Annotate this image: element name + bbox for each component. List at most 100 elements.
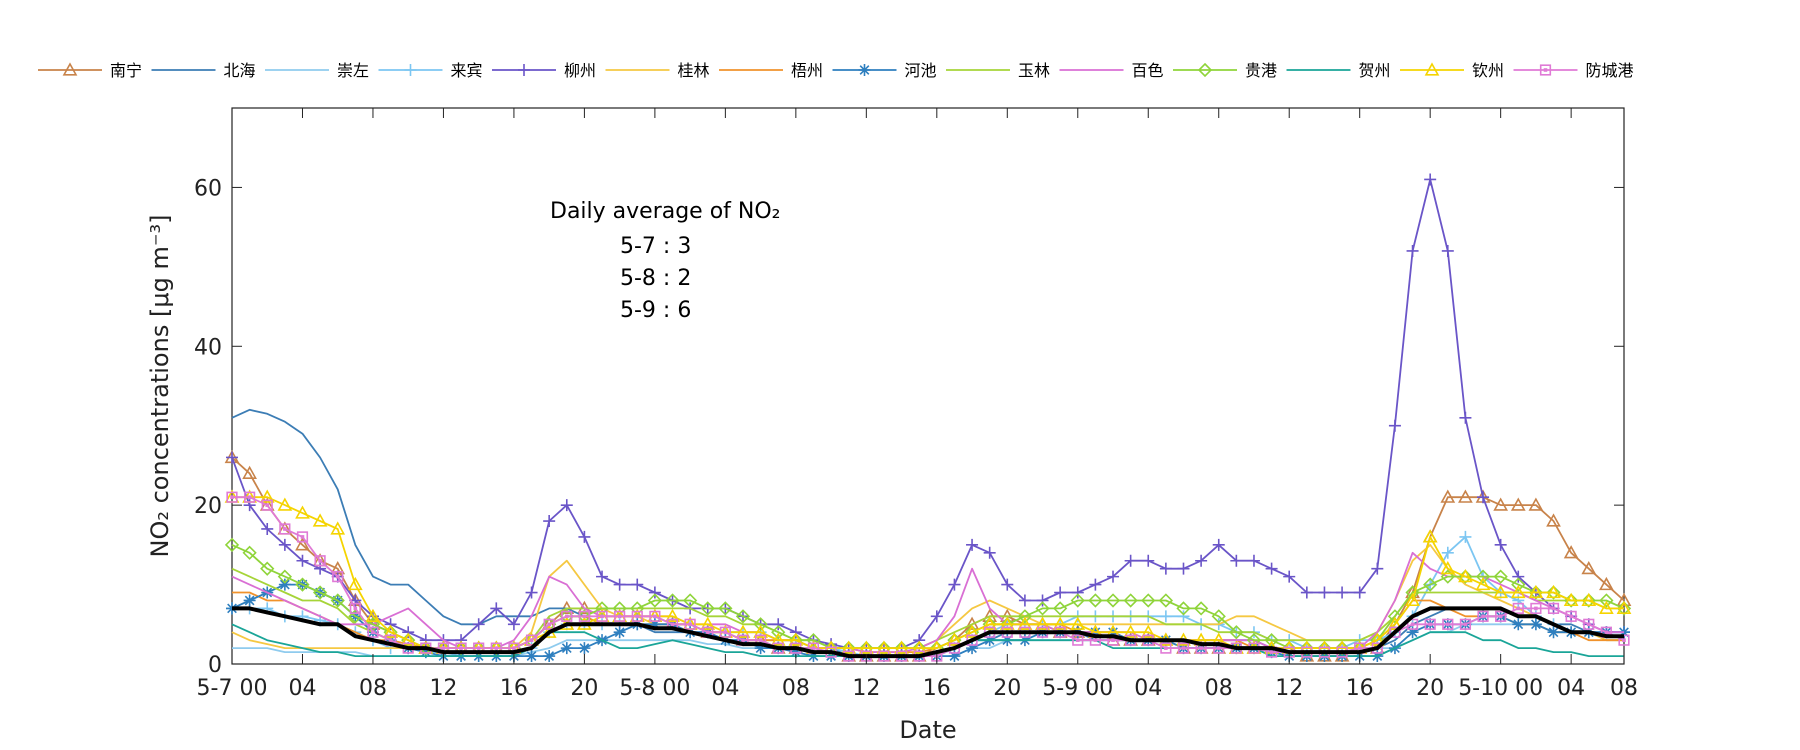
- triangle-marker: [259, 489, 275, 503]
- diamond-marker: [1616, 601, 1632, 616]
- legend-item: 河池: [832, 61, 937, 80]
- square-marker: [244, 491, 256, 503]
- axes: 0 20 40 60 5-7 00 04 08 12 16 20 5-8 00 04 08 12 16 20 5…: [194, 108, 1638, 701]
- diamond-marker: [224, 537, 240, 552]
- triangle-marker: [894, 640, 909, 654]
- diamond-marker: [1211, 609, 1226, 624]
- triangle-marker: [365, 608, 381, 622]
- plus-marker: [631, 578, 644, 591]
- diamond-marker: [665, 593, 680, 608]
- plus-marker: [472, 618, 485, 631]
- triangle-marker: [242, 465, 257, 479]
- triangle-marker: [1528, 584, 1544, 599]
- square-marker: [1177, 642, 1190, 654]
- x-tick-label: 08: [1205, 676, 1233, 701]
- diamond-marker: [1317, 640, 1332, 656]
- triangle-marker: [876, 640, 892, 654]
- triangle-marker: [1405, 592, 1420, 607]
- plus-marker: [1071, 586, 1084, 599]
- triangle-marker: [1581, 592, 1597, 607]
- square-marker: [596, 610, 608, 622]
- diamond-marker: [383, 625, 398, 640]
- diamond-marker: [1511, 577, 1526, 592]
- annotation-title: Daily average of NO₂: [550, 199, 781, 224]
- legend-item: 防城港: [1513, 61, 1634, 80]
- square-marker: [332, 571, 344, 583]
- triangle-marker: [277, 497, 293, 511]
- plot-area: [231, 107, 1625, 665]
- diamond-marker: [1599, 593, 1614, 608]
- legend-item: 桂林: [605, 61, 710, 80]
- square-marker: [543, 618, 555, 630]
- plus-marker: [402, 626, 415, 639]
- square-marker: [631, 610, 643, 622]
- plus-marker: [1001, 578, 1014, 591]
- asterisk-marker: [543, 650, 556, 663]
- triangle-marker: [330, 521, 346, 535]
- triangle-marker: [62, 62, 78, 76]
- plus-marker: [1494, 538, 1507, 551]
- triangle-marker: [1440, 561, 1456, 575]
- legend-label: 贺州: [1359, 61, 1391, 80]
- plus-marker: [1230, 554, 1243, 567]
- plus-marker: [596, 570, 609, 583]
- series-line: [232, 606, 1624, 659]
- plus-marker: [1018, 594, 1031, 607]
- triangle-marker: [312, 513, 328, 527]
- triangle-marker: [1546, 584, 1561, 599]
- plus-marker: [419, 634, 432, 647]
- legend: 南宁 北海 崇左 来宾 柳州 桂林 梧州 河池 玉林 百色 贵港 贺州 钦州 防城港: [38, 61, 1634, 80]
- legend-item: 柳州: [492, 61, 596, 80]
- series-柳州: [226, 173, 1630, 655]
- asterisk-marker: [613, 626, 626, 639]
- diamond-marker: [1387, 609, 1403, 624]
- plus-marker: [278, 538, 291, 551]
- diamond-marker: [242, 545, 257, 560]
- diamond-marker: [1123, 593, 1138, 608]
- square-marker: [1424, 618, 1436, 630]
- diamond-marker: [753, 617, 768, 632]
- plus-marker: [1107, 570, 1120, 583]
- square-marker: [1160, 642, 1172, 654]
- plus-marker: [648, 586, 661, 599]
- square-marker: [1406, 618, 1419, 630]
- legend-label: 河池: [905, 61, 937, 80]
- legend-item: 北海: [151, 61, 256, 80]
- square-marker: [649, 610, 661, 622]
- plus-marker: [1142, 554, 1155, 567]
- square-marker: [1512, 602, 1524, 614]
- plus-marker: [1459, 530, 1472, 543]
- triangle-marker: [1563, 592, 1579, 607]
- asterisk-marker: [1547, 626, 1560, 639]
- series-average: [232, 606, 1624, 659]
- plus-marker: [983, 546, 996, 559]
- diamond-marker: [1299, 640, 1314, 656]
- plus-marker: [1424, 173, 1437, 186]
- y-tick-label: 60: [194, 176, 222, 201]
- diamond-marker: [1105, 593, 1121, 608]
- triangle-marker: [1493, 497, 1509, 511]
- x-tick-label: 04: [1557, 676, 1585, 701]
- legend-label: 钦州: [1472, 61, 1504, 80]
- triangle-marker: [1528, 497, 1544, 511]
- triangle-marker: [964, 624, 980, 638]
- plus-marker: [1195, 554, 1208, 567]
- plus-marker: [543, 515, 556, 528]
- legend-label: 柳州: [564, 61, 596, 80]
- x-tick-label: 12: [429, 676, 457, 701]
- series-玉林: [231, 567, 1624, 649]
- plus-marker: [1036, 594, 1049, 607]
- plus-marker: [1512, 594, 1525, 607]
- x-tick-label: 08: [359, 676, 387, 701]
- triangle-marker: [1616, 600, 1632, 615]
- annotation-line-1: 5-7 : 3: [620, 234, 691, 259]
- plus-marker: [789, 626, 802, 639]
- plus-marker: [772, 618, 785, 631]
- plus-marker: [913, 634, 926, 647]
- asterisk-marker: [648, 618, 661, 631]
- x-tick-label: 5-8 00: [619, 676, 690, 701]
- diamond-marker: [1493, 569, 1508, 584]
- triangle-marker: [1140, 624, 1156, 638]
- annotation-line-2: 5-8 : 2: [620, 266, 691, 291]
